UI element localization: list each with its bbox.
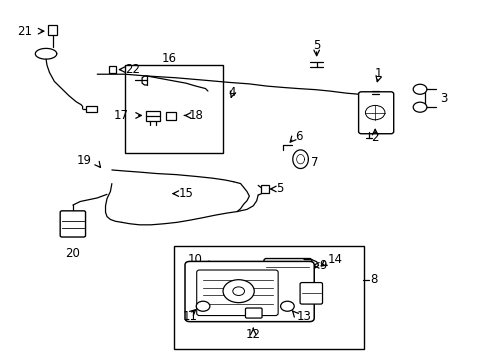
FancyBboxPatch shape (264, 258, 311, 276)
FancyBboxPatch shape (196, 270, 278, 316)
Bar (146, 111, 159, 121)
Text: 20: 20 (65, 247, 80, 260)
Text: 12: 12 (245, 328, 260, 341)
Text: 17: 17 (113, 109, 128, 122)
FancyBboxPatch shape (358, 92, 393, 134)
Bar (86, 107, 97, 112)
Bar (260, 185, 269, 193)
Bar (109, 66, 116, 73)
Circle shape (280, 301, 294, 311)
Circle shape (223, 280, 254, 303)
Text: 7: 7 (311, 156, 318, 169)
Bar (173, 246, 363, 348)
Text: 5: 5 (276, 183, 283, 195)
Circle shape (412, 84, 426, 94)
Text: 14: 14 (327, 253, 342, 266)
FancyBboxPatch shape (184, 261, 314, 321)
FancyBboxPatch shape (60, 211, 85, 237)
Circle shape (196, 301, 209, 311)
Text: 18: 18 (188, 109, 203, 122)
Text: 16: 16 (161, 52, 176, 65)
Text: 8: 8 (369, 273, 377, 286)
Bar (125, 65, 222, 153)
Text: 19: 19 (77, 154, 92, 167)
Text: 21: 21 (18, 25, 32, 38)
Text: 9: 9 (319, 259, 326, 272)
Text: 5: 5 (312, 39, 320, 52)
Text: 1: 1 (374, 67, 382, 80)
Text: 10: 10 (187, 253, 202, 266)
Text: 4: 4 (228, 86, 236, 99)
Text: 6: 6 (294, 130, 302, 143)
Text: 22: 22 (125, 63, 140, 76)
Text: 3: 3 (439, 92, 446, 105)
Bar (48, 25, 57, 36)
Bar (165, 112, 176, 120)
Circle shape (365, 105, 384, 120)
Text: 11: 11 (182, 310, 197, 324)
Circle shape (412, 102, 426, 112)
Text: 13: 13 (296, 310, 310, 324)
Circle shape (232, 287, 244, 296)
FancyBboxPatch shape (300, 283, 322, 304)
Text: 15: 15 (178, 187, 193, 200)
FancyBboxPatch shape (245, 308, 262, 318)
Text: 2: 2 (371, 131, 378, 144)
